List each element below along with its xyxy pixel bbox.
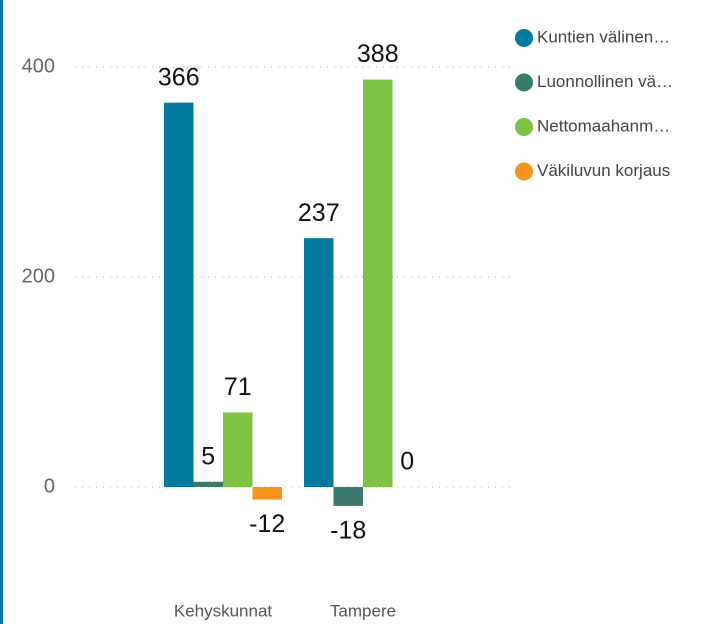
bar bbox=[252, 487, 282, 500]
data-label: -12 bbox=[249, 510, 285, 538]
data-label: 5 bbox=[201, 442, 215, 470]
data-label: -18 bbox=[330, 517, 366, 545]
data-label: 0 bbox=[400, 448, 414, 476]
bar bbox=[333, 487, 363, 506]
legend-label: Luonnollinen vä… bbox=[537, 72, 673, 91]
bar bbox=[304, 238, 334, 487]
y-tick-label: 200 bbox=[22, 265, 55, 287]
legend-label: Väkiluvun korjaus bbox=[537, 161, 670, 180]
legend-marker bbox=[515, 162, 533, 181]
bar bbox=[363, 79, 393, 487]
data-label: 71 bbox=[224, 373, 252, 401]
data-label: 366 bbox=[158, 63, 200, 91]
x-tick-label: Tampere bbox=[330, 601, 396, 620]
y-tick-label: 0 bbox=[44, 475, 55, 497]
legend-marker bbox=[515, 73, 533, 92]
bar bbox=[193, 481, 223, 487]
frame-border bbox=[0, 0, 3, 624]
y-tick-label: 400 bbox=[22, 55, 55, 77]
x-tick-label: Kehyskunnat bbox=[174, 601, 273, 620]
legend-label: Kuntien välinen… bbox=[537, 27, 670, 46]
data-label: 237 bbox=[298, 199, 340, 227]
legend-marker bbox=[515, 29, 533, 47]
bar bbox=[223, 412, 253, 487]
data-label: 388 bbox=[357, 40, 399, 68]
bar bbox=[164, 102, 194, 487]
legend-marker bbox=[515, 118, 533, 136]
legend-label: Nettomaahanm… bbox=[537, 116, 670, 135]
